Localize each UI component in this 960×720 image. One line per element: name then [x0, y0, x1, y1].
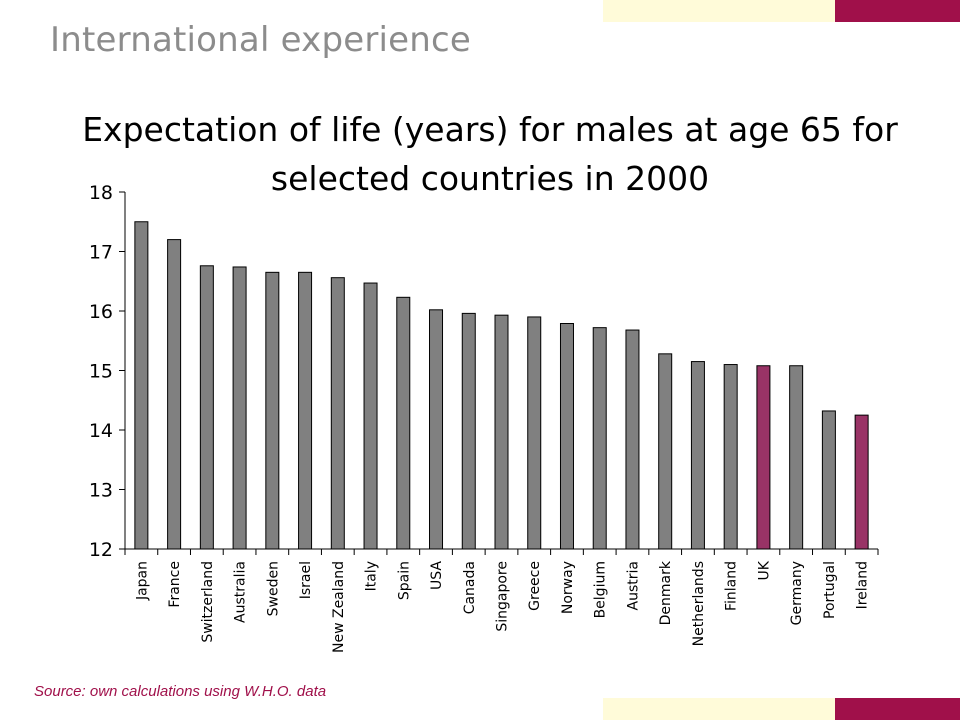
x-tick-label: Greece	[527, 561, 543, 611]
x-tick-label: Netherlands	[691, 561, 707, 646]
x-tick-label: Singapore	[495, 561, 511, 632]
y-tick-label: 12	[89, 539, 113, 561]
bar-australia	[232, 266, 247, 550]
x-tick-label: Spain	[396, 561, 412, 600]
bar-finland	[723, 364, 738, 550]
chart-title-line-1: Expectation of life (years) for males at…	[82, 110, 898, 149]
bar-spain	[396, 296, 411, 550]
source-note: Source: own calculations using W.H.O. da…	[34, 683, 327, 700]
bar-belgium	[592, 327, 607, 550]
chart-title: Expectation of life (years) for males at…	[40, 105, 940, 203]
bar-greece	[527, 316, 542, 550]
bar-sweden	[265, 271, 280, 550]
x-tick-labels: Japan France Switzerland Australia Sweden Isr…	[134, 560, 870, 653]
decor-bar-cream-top	[603, 0, 835, 22]
bar-denmark	[658, 353, 673, 550]
bar-germany	[789, 365, 804, 550]
decor-bar-cream-bottom	[603, 698, 835, 720]
chart-title-line-2: selected countries in 2000	[270, 159, 710, 198]
bar-usa	[429, 309, 444, 550]
y-tick-label: 14	[89, 420, 113, 442]
bar-singapore	[494, 314, 509, 550]
x-tick-label: France	[167, 561, 183, 608]
bar-canada	[461, 312, 476, 550]
x-axis	[124, 548, 879, 555]
x-tick-label: Switzerland	[200, 561, 216, 643]
x-tick-label: Portugal	[822, 561, 838, 619]
y-axis: 12 13 14 15 16 17 18	[89, 182, 126, 561]
y-tick-label: 18	[89, 182, 113, 204]
x-tick-label: Norway	[560, 561, 576, 614]
bar-ireland	[854, 414, 869, 550]
y-tick-label: 15	[89, 361, 113, 383]
x-tick-label: Israel	[298, 561, 314, 599]
bar-france	[167, 239, 182, 550]
bar-uk	[756, 365, 771, 550]
y-tick-label: 16	[89, 301, 113, 323]
x-tick-label: Austria	[625, 561, 641, 610]
x-tick-label: Germany	[789, 561, 805, 625]
bar-new-zealand	[330, 277, 345, 550]
bar-switzerland	[199, 265, 214, 550]
x-tick-label: UK	[756, 560, 772, 580]
x-tick-label: Belgium	[593, 561, 609, 618]
bar-series	[134, 221, 869, 550]
decor-bar-maroon-top	[835, 0, 960, 22]
bar-italy	[363, 282, 378, 550]
x-tick-label: Canada	[462, 561, 478, 614]
x-tick-label: New Zealand	[331, 561, 347, 653]
slide-heading: International experience	[50, 20, 472, 60]
y-tick-label: 13	[89, 480, 113, 502]
x-tick-label: Denmark	[658, 560, 674, 625]
x-tick-label: Japan	[134, 561, 150, 601]
x-tick-label: Sweden	[265, 561, 281, 616]
bar-israel	[298, 271, 313, 550]
x-tick-label: Ireland	[855, 561, 871, 609]
bar-norway	[559, 323, 574, 550]
bar-netherlands	[690, 361, 705, 550]
bar-portugal	[821, 410, 836, 550]
x-tick-label: Australia	[233, 561, 249, 623]
x-tick-label: Finland	[724, 561, 740, 611]
x-tick-label: USA	[429, 561, 445, 590]
decor-bar-maroon-bottom	[835, 698, 960, 720]
x-tick-label: Italy	[364, 561, 380, 591]
bar-austria	[625, 329, 640, 550]
y-tick-label: 17	[89, 242, 113, 264]
bar-japan	[134, 221, 149, 550]
